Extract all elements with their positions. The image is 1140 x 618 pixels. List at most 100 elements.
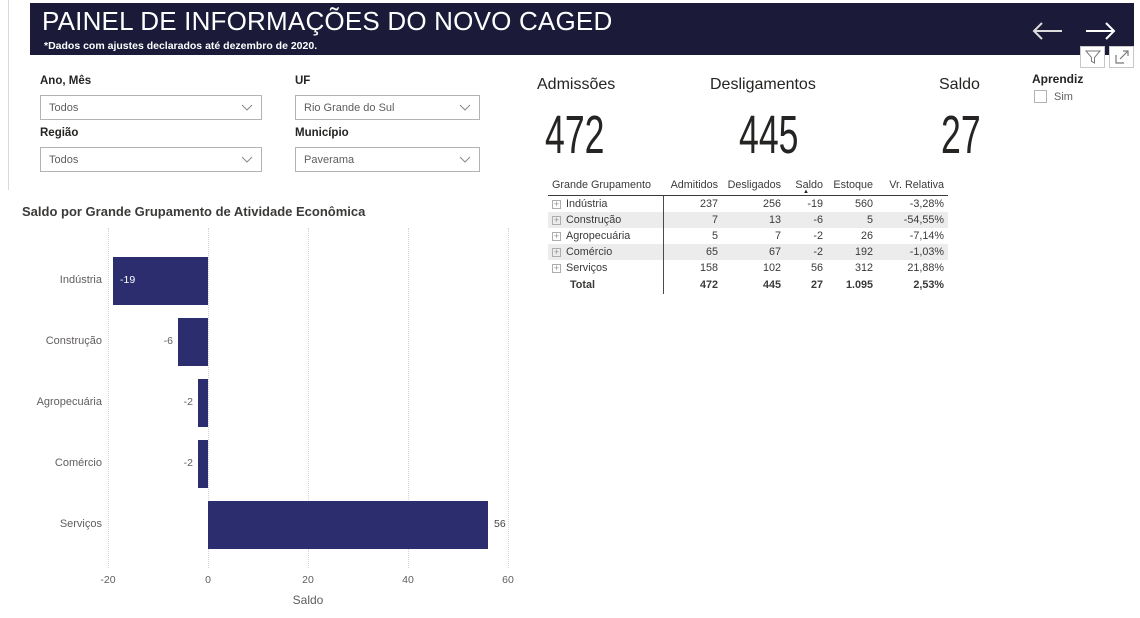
- row-label: Comércio: [566, 246, 613, 258]
- page-nav-arrows: [1028, 16, 1120, 46]
- filter-label-regiao: Região: [40, 127, 79, 139]
- category-label-2: Agropecuária: [36, 396, 102, 408]
- chevron-down-icon: [459, 156, 471, 163]
- x-tick-label: 40: [402, 574, 414, 586]
- cell-estoque: 1.095: [845, 278, 873, 291]
- cell-vr: -7,14%: [909, 230, 944, 242]
- x-tick-label: 0: [205, 574, 211, 586]
- cell-saldo: -19: [807, 198, 823, 210]
- expand-plus-icon[interactable]: +: [552, 230, 561, 241]
- table-row-servicos[interactable]: + Serviços 158 102 56 312 21,88%: [548, 260, 948, 276]
- cell-desligados: 102: [762, 262, 781, 274]
- kpi-admissoes-label: Admissões: [537, 76, 616, 93]
- col-header-vr-relativa[interactable]: Vr. Relativa: [889, 179, 944, 191]
- funnel-icon: [1084, 50, 1101, 64]
- forward-arrow-icon[interactable]: [1086, 22, 1116, 40]
- bar-value-label-2: -2: [183, 395, 193, 408]
- table-row-industria[interactable]: + Indústria 237 256 -19 560 -3,28%: [548, 196, 948, 212]
- cell-estoque: 192: [854, 246, 873, 258]
- cell-vr: -3,28%: [909, 198, 944, 210]
- page-title: PAINEL DE INFORMAÇÕES DO NOVO CAGED: [42, 6, 613, 36]
- grupamento-table: Grande Grupamento Admitidos Desligados S…: [548, 172, 948, 294]
- cell-saldo: -2: [813, 246, 823, 258]
- chevron-down-icon: [241, 104, 253, 111]
- expand-plus-icon[interactable]: +: [552, 214, 561, 225]
- row-label: Total: [570, 278, 595, 291]
- chevron-down-icon: [241, 156, 253, 163]
- cell-desligados: 67: [768, 246, 781, 258]
- col-header-saldo[interactable]: Saldo: [795, 179, 823, 191]
- cell-desligados: 445: [762, 278, 781, 291]
- kpi-admissoes-value: 472: [545, 105, 605, 165]
- visual-toolbar: [1080, 46, 1134, 68]
- bar-1[interactable]: [178, 317, 208, 366]
- back-arrow-icon[interactable]: [1032, 22, 1062, 40]
- expand-icon: [1114, 50, 1129, 64]
- dropdown-regiao-value: Todos: [49, 153, 79, 166]
- dropdown-uf[interactable]: Rio Grande do Sul: [295, 95, 480, 120]
- row-label: Indústria: [566, 198, 608, 210]
- dropdown-municipio[interactable]: Paverama: [295, 147, 480, 172]
- bar-3[interactable]: [198, 439, 208, 488]
- table-row-agropecuaria[interactable]: + Agropecuária 5 7 -2 26 -7,14%: [548, 228, 948, 244]
- bar-0[interactable]: [113, 256, 208, 305]
- dropdown-ano-mes[interactable]: Todos: [40, 95, 262, 120]
- cell-saldo: 56: [810, 262, 823, 274]
- x-tick-label: 60: [502, 574, 514, 586]
- chart-plot: -20 0 20 40 60 Indústria -19 Construção -6 Agrope…: [37, 228, 514, 607]
- category-label-0: Indústria: [59, 274, 102, 286]
- bar-value-label-4: 56: [494, 517, 506, 530]
- table-row-comercio[interactable]: + Comércio 65 67 -2 192 -1,03%: [548, 244, 948, 260]
- cell-desligados: 13: [768, 214, 781, 226]
- cell-saldo: 27: [810, 278, 823, 291]
- filter-button[interactable]: [1080, 46, 1105, 68]
- cell-saldo: -2: [813, 230, 823, 242]
- page-edge-line: [8, 0, 9, 190]
- bar-4[interactable]: [208, 500, 488, 549]
- col-header-desligados[interactable]: Desligados: [727, 179, 781, 191]
- col-header-admitidos[interactable]: Admitidos: [670, 179, 718, 191]
- gridline: [108, 228, 109, 568]
- category-label-3: Comércio: [54, 457, 102, 469]
- page-subtitle: *Dados com ajustes declarados até dezemb…: [44, 40, 318, 52]
- kpi-desligamentos-label: Desligamentos: [710, 76, 816, 93]
- cell-admitidos: 472: [699, 278, 718, 291]
- expand-plus-icon[interactable]: +: [552, 262, 561, 273]
- aprendiz-option-label: Sim: [1054, 90, 1073, 103]
- filter-label-ano-mes: Ano, Mês: [40, 75, 92, 87]
- dropdown-regiao[interactable]: Todos: [40, 147, 262, 172]
- row-label: Agropecuária: [566, 230, 631, 242]
- expand-plus-icon[interactable]: +: [552, 198, 561, 209]
- cell-estoque: 26: [860, 230, 873, 242]
- gridline: [208, 228, 209, 568]
- table-column-divider: [663, 196, 664, 294]
- x-axis-title: Saldo: [292, 593, 324, 607]
- expand-plus-icon[interactable]: +: [552, 246, 561, 257]
- saldo-bar-chart: Saldo por Grande Grupamento de Atividade…: [10, 196, 538, 616]
- category-label-4: Serviços: [59, 518, 102, 530]
- aprendiz-checkbox[interactable]: [1034, 90, 1047, 103]
- x-tick-label: -20: [100, 574, 116, 586]
- focus-mode-button[interactable]: [1109, 46, 1134, 68]
- kpi-desligamentos-value: 445: [739, 105, 799, 165]
- dropdown-ano-mes-value: Todos: [49, 101, 79, 114]
- table-row-construcao[interactable]: + Construção 7 13 -6 5 -54,55%: [548, 212, 948, 228]
- gridline: [408, 228, 409, 568]
- dropdown-municipio-value: Paverama: [304, 153, 355, 166]
- col-header-grande-grupamento[interactable]: Grande Grupamento: [552, 179, 652, 191]
- cell-admitidos: 237: [699, 198, 718, 210]
- filter-label-municipio: Município: [295, 127, 349, 139]
- filter-label-uf: UF: [295, 75, 311, 87]
- bar-2[interactable]: [198, 378, 208, 427]
- col-header-estoque[interactable]: Estoque: [833, 179, 873, 191]
- table-row-total: Total 472 445 27 1.095 2,53%: [548, 276, 948, 293]
- header-banner: PAINEL DE INFORMAÇÕES DO NOVO CAGED *Dad…: [30, 3, 1134, 55]
- row-label: Construção: [566, 214, 622, 226]
- cell-vr: 2,53%: [913, 278, 944, 291]
- chart-title: Saldo por Grande Grupamento de Atividade…: [22, 204, 366, 219]
- aprendiz-label: Aprendiz: [1032, 72, 1084, 86]
- bar-value-label-0: -19: [120, 273, 136, 286]
- cell-desligados: 256: [762, 198, 781, 210]
- kpi-saldo-label: Saldo: [939, 76, 980, 93]
